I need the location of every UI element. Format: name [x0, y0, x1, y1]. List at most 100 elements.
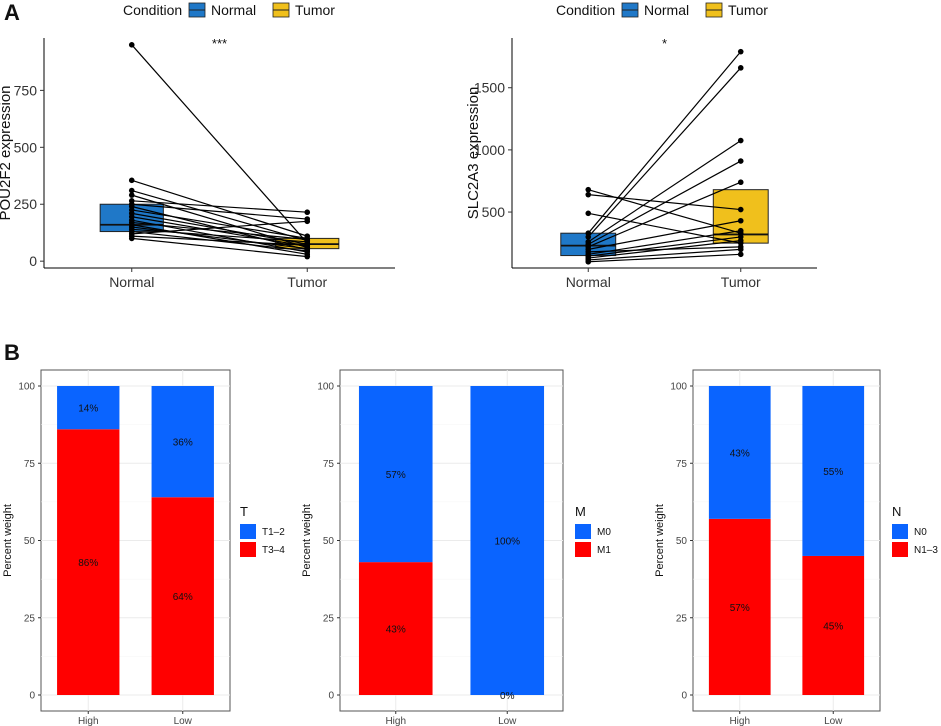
y-tick-label: 25	[676, 613, 688, 624]
data-point-tumor	[737, 246, 744, 253]
legend-key	[240, 524, 256, 539]
data-label: 0%	[500, 691, 515, 702]
y-axis-label: Percent weight	[654, 504, 666, 577]
y-tick-label: 500	[14, 139, 38, 155]
y-tick-label: 75	[676, 459, 688, 470]
data-label: 55%	[823, 467, 843, 478]
legend-key	[240, 542, 256, 557]
data-label: 36%	[173, 438, 193, 449]
pair-line	[588, 181, 741, 248]
pair-line	[131, 237, 308, 258]
legend-label: N0	[914, 527, 927, 538]
data-point-tumor	[737, 217, 744, 224]
legend-label-tumor: Tumor	[728, 2, 768, 18]
pair-line	[587, 140, 742, 243]
legend-label: M1	[597, 545, 611, 556]
data-point-tumor	[737, 179, 744, 186]
y-tick-label: 100	[670, 382, 687, 393]
bar-segment-M0	[470, 386, 545, 695]
y-tick-label: 100	[18, 382, 35, 393]
y-tick-label: 100	[317, 382, 334, 393]
x-tick-label: Tumor	[287, 274, 327, 290]
y-tick-label: 750	[14, 82, 38, 98]
pair-line	[587, 67, 742, 238]
bar-segment-N1–3	[708, 518, 771, 695]
data-point-normal	[585, 186, 592, 193]
data-point-tumor	[304, 248, 311, 254]
y-tick-label: 50	[24, 536, 36, 547]
data-point-tumor	[304, 209, 311, 216]
legend-key	[575, 542, 591, 557]
y-tick-label: 1500	[474, 80, 505, 96]
y-axis-label: POU2F2 expression	[0, 85, 14, 220]
y-tick-label: 75	[24, 459, 36, 470]
bar-segment-M0	[358, 386, 433, 563]
legend-label-normal: Normal	[644, 2, 689, 18]
data-label: 14%	[78, 404, 98, 415]
legend-label: T3–4	[262, 545, 285, 556]
x-tick-label: Low	[498, 716, 517, 726]
pair-line	[587, 51, 742, 234]
legend-label: N1–3	[914, 545, 938, 556]
bar-segment-T1–2	[151, 386, 214, 498]
legend-label-normal: Normal	[211, 2, 256, 18]
legend-label: T1–2	[262, 527, 285, 538]
data-point-normal	[128, 187, 135, 194]
legend-label: M0	[597, 527, 611, 538]
data-point-tumor	[737, 227, 744, 234]
legend-key	[892, 542, 908, 557]
bar-segment-T3–4	[151, 497, 214, 695]
pair-line	[131, 226, 308, 250]
data-point-tumor	[737, 158, 744, 164]
legend-label-tumor: Tumor	[295, 2, 335, 18]
data-point-tumor	[737, 237, 744, 244]
y-tick-label: 0	[681, 691, 687, 702]
pair-line	[588, 236, 741, 257]
pair-line	[131, 209, 308, 239]
pair-line	[587, 160, 742, 245]
y-tick-label: 25	[24, 613, 36, 624]
data-point-tumor	[737, 65, 744, 71]
data-point-normal	[128, 177, 135, 184]
data-label: 57%	[730, 603, 750, 614]
y-tick-label: 0	[29, 691, 35, 702]
bar-segment-T1–2	[57, 386, 120, 430]
data-point-normal	[128, 192, 135, 198]
data-point-tumor	[737, 251, 744, 258]
y-axis-label: Percent weight	[301, 504, 313, 577]
data-label: 57%	[386, 470, 406, 481]
pair-line	[588, 212, 741, 244]
data-point-tumor	[737, 206, 744, 213]
bar-segment-N0	[802, 386, 865, 556]
y-tick-label: 75	[323, 459, 335, 470]
data-point-tumor	[304, 218, 311, 225]
data-label: 43%	[730, 448, 750, 459]
y-axis-label: SLC2A3 expression	[465, 87, 482, 220]
x-tick-label: Normal	[566, 274, 611, 290]
data-label: 64%	[173, 592, 193, 603]
pair-line	[131, 224, 308, 255]
data-point-normal	[585, 234, 592, 240]
legend-title: Condition	[556, 2, 615, 18]
data-point-normal	[585, 210, 592, 217]
legend-title: M	[575, 504, 586, 519]
pair-line	[131, 212, 308, 245]
x-tick-label: Low	[824, 716, 843, 726]
pair-line	[131, 179, 308, 237]
legend-title: Condition	[123, 2, 182, 18]
pair-line	[588, 230, 741, 255]
y-tick-label: 250	[14, 196, 38, 212]
panel-b-label: B	[4, 340, 20, 365]
y-tick-label: 0	[328, 691, 334, 702]
bar-segment-N0	[708, 386, 771, 519]
x-tick-label: Tumor	[721, 274, 761, 290]
data-point-tumor	[737, 137, 744, 144]
y-tick-label: 50	[323, 536, 335, 547]
y-tick-label: 25	[323, 613, 335, 624]
x-tick-label: High	[78, 716, 99, 726]
y-tick-label: 0	[29, 253, 37, 269]
pair-line	[131, 220, 308, 235]
data-label: 100%	[494, 537, 520, 548]
pair-line	[131, 200, 308, 213]
